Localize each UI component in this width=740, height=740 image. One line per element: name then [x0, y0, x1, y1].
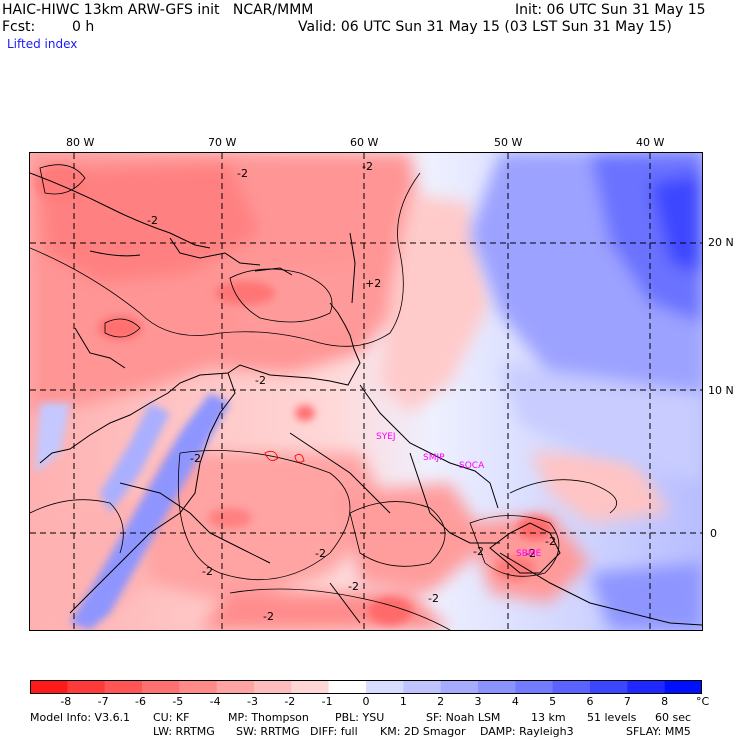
footer-levels: 51 levels — [587, 711, 637, 724]
contour-label: -2 — [147, 214, 158, 227]
contour-label: -2 — [348, 580, 359, 593]
colorbar-swatch — [366, 680, 404, 694]
contour-label: -2 — [255, 374, 266, 387]
colorbar-swatch — [142, 680, 180, 694]
footer-lw: LW: RRTMG — [153, 725, 215, 738]
contour-label: +2 — [365, 277, 382, 290]
footer-sflay: SFLAY: MM5 — [626, 725, 691, 738]
lat-label-20n: 20 N — [708, 236, 734, 249]
colorbar — [30, 680, 702, 694]
station-label-smjp: SMJP — [423, 453, 445, 463]
init-time: Init: 06 UTC Sun 31 May 15 — [515, 2, 706, 18]
colorbar-tick-label: 8 — [661, 695, 669, 708]
field-negative-areas — [30, 153, 670, 630]
colorbar-swatch — [216, 680, 255, 694]
colorbar-tick-label: 7 — [623, 695, 631, 708]
footer-sw: SW: RRTMG — [236, 725, 300, 738]
contour-label: -2 — [190, 452, 201, 465]
footer-pbl: PBL: YSU — [335, 711, 385, 724]
colorbar-swatch — [478, 680, 516, 694]
colorbar-tick-label: 2 — [437, 695, 445, 708]
colorbar-tick-label: 4 — [511, 695, 519, 708]
li-contours — [30, 164, 617, 630]
valid-time: Valid: 06 UTC Sun 31 May 15 (03 LST Sun … — [298, 19, 672, 35]
colorbar-swatch — [440, 680, 479, 694]
contour-label: -2 — [525, 547, 536, 560]
contour-label: -2 — [545, 535, 556, 548]
map-border — [29, 152, 703, 631]
colorbar-swatch — [627, 680, 666, 694]
field-positive-areas — [470, 153, 702, 630]
footer-timestep: 60 sec — [655, 711, 692, 724]
field-name: Lifted index — [7, 37, 78, 51]
field-andes-positive — [35, 393, 230, 630]
colorbar-swatch — [30, 680, 68, 694]
coastlines-borders — [30, 172, 702, 626]
model-info: Model Info: V3.6.1 — [30, 711, 131, 724]
colorbar-tick-label: 3 — [474, 695, 482, 708]
footer-damp: DAMP: Rayleigh3 — [480, 725, 574, 738]
colorbar-unit: °C — [696, 695, 710, 708]
colorbar-swatch — [515, 680, 554, 694]
colorbar-border — [30, 680, 702, 694]
colorbar-tick-label: -1 — [321, 695, 333, 708]
colorbar-swatch — [590, 680, 628, 694]
contour-label: -2 — [202, 565, 213, 578]
contour-label: -2 — [473, 545, 484, 558]
fcst-value: 0 h — [72, 19, 95, 35]
map-canvas — [30, 153, 702, 630]
colorbar-swatch — [67, 680, 106, 694]
footer-diff: DIFF: full — [310, 725, 358, 738]
colorbar-swatch — [403, 680, 442, 694]
station-label-syej: SYEJ — [376, 432, 396, 442]
colorbar-tick-label: -4 — [209, 695, 221, 708]
lat-label-10n: 10 N — [708, 384, 734, 397]
lon-label-70w: 70 W — [208, 136, 237, 149]
lon-label-80w: 80 W — [66, 136, 95, 149]
lon-label-40w: 40 W — [636, 136, 665, 149]
colorbar-swatch — [552, 680, 591, 694]
contour-label: -2 — [428, 592, 439, 605]
contour-label: -2 — [263, 610, 274, 623]
colorbar-tick-label: 0 — [362, 695, 370, 708]
lat-label-0: 0 — [710, 527, 717, 540]
footer-sf: SF: Noah LSM — [426, 711, 501, 724]
colorbar-swatch — [664, 680, 702, 694]
colorbar-swatch — [291, 680, 330, 694]
colorbar-swatch — [254, 680, 292, 694]
colorbar-tick-label: -2 — [284, 695, 296, 708]
colorbar-tick-label: -6 — [135, 695, 146, 708]
colorbar-tick-label: -5 — [172, 695, 184, 708]
plot-title: HAIC-HIWC 13km ARW-GFS init NCAR/MMM — [2, 2, 314, 18]
colorbar-tick-label: -8 — [60, 695, 72, 708]
colorbar-tick-label: 1 — [399, 695, 407, 708]
fcst-label: Fcst: — [2, 19, 36, 35]
footer-cu: CU: KF — [153, 711, 190, 724]
colorbar-tick-label: -3 — [247, 695, 258, 708]
colorbar-tick-label: 5 — [549, 695, 557, 708]
station-label-sbme: SBME — [516, 549, 542, 559]
footer-mp: MP: Thompson — [228, 711, 309, 724]
station-label-soca: SOCA — [459, 461, 485, 471]
contour-label: -2 — [237, 167, 248, 180]
contour-label: -2 — [362, 160, 373, 173]
colorbar-swatch — [104, 680, 143, 694]
li-contours-red — [264, 450, 305, 463]
colorbar-swatch — [179, 680, 218, 694]
lat-lon-grid — [30, 153, 702, 630]
footer-km: KM: 2D Smagor — [380, 725, 466, 738]
colorbar-tick-label: 6 — [586, 695, 594, 708]
colorbar-swatch — [328, 680, 367, 694]
contour-label: -2 — [315, 547, 326, 560]
colorbar-tick-label: -7 — [97, 695, 109, 708]
lon-label-50w: 50 W — [494, 136, 523, 149]
footer-resolution: 13 km — [531, 711, 566, 724]
lifted-index-map: -2 -2 -2 +2 -2 -2 -2 -2 -2 -2 -2 -2 -2 -… — [30, 153, 702, 630]
lon-label-60w: 60 W — [350, 136, 379, 149]
